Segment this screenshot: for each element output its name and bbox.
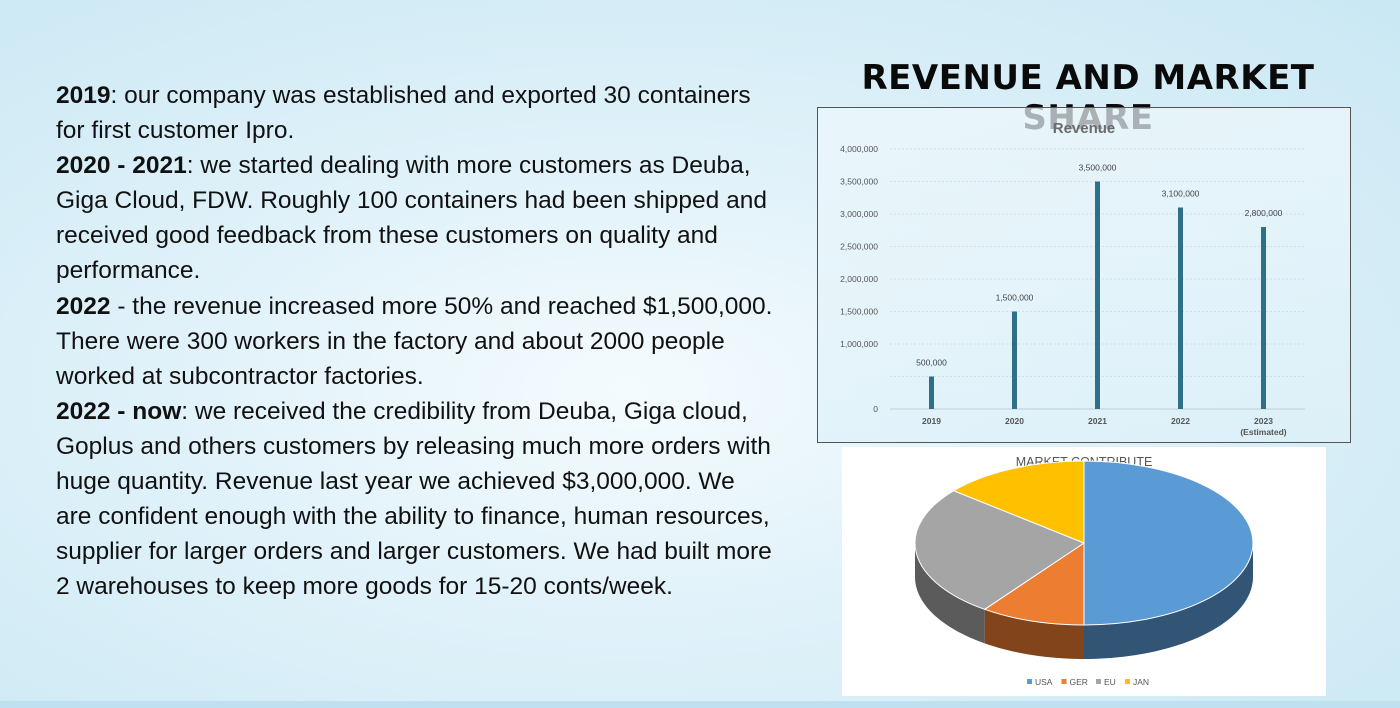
legend-swatch [1096, 679, 1101, 684]
history-entry: 2019: our company was established and ex… [56, 78, 776, 148]
revenue-bar [1095, 181, 1100, 409]
y-tick-label: 3,500,000 [840, 177, 878, 187]
pie-slice [914, 490, 1086, 610]
legend-swatch [1125, 679, 1130, 684]
data-label: 2,800,000 [1245, 208, 1283, 218]
y-tick-label: 1,000,000 [840, 339, 878, 349]
revenue-chart: Revenue 0 1,000,000 1,500,000 2,000,000 2,500… [840, 120, 1305, 437]
x-tick-label: 2021 [1088, 416, 1107, 426]
y-tick-label: 4,000,000 [840, 144, 878, 154]
y-tick-label: 2,500,000 [840, 242, 878, 252]
revenue-chart-panel: Revenue 0 1,000,000 1,500,000 2,000,000 2,500… [817, 107, 1351, 443]
pie-slice [952, 460, 1085, 544]
history-entry: 2020 - 2021: we started dealing with mor… [56, 148, 776, 288]
pie-slice-side [1084, 543, 1253, 659]
history-text: - the revenue increased more 50% and rea… [56, 292, 773, 390]
x-tick-label: 2019 [922, 416, 941, 426]
y-tick-label: 3,000,000 [840, 209, 878, 219]
history-entry: 2022 - now: we received the credibility … [56, 394, 776, 605]
y-tick-label: 0 [873, 404, 878, 414]
bottom-band [0, 701, 1400, 708]
legend-swatch [1061, 679, 1067, 684]
y-tick-label: 1,500,000 [840, 307, 878, 317]
x-tick-sublabel: (Estimated) [1240, 427, 1286, 437]
x-tick-label: 2020 [1005, 416, 1024, 426]
legend-label: JAN [1133, 677, 1149, 687]
history-text: : we received the credibility from Deuba… [56, 397, 772, 601]
x-tick-label: 2023 [1254, 416, 1273, 426]
y-tick-label: 2,000,000 [840, 274, 878, 284]
market-chart-panel: MARKET CONTRIBUTEUSAGEREUJAN [842, 447, 1326, 696]
x-tick-label: 2022 [1171, 416, 1190, 426]
pie-slice [983, 542, 1085, 626]
legend-label: GER [1070, 677, 1088, 687]
market-contribute-chart: MARKET CONTRIBUTEUSAGEREUJAN [914, 455, 1254, 687]
legend-label: USA [1035, 677, 1053, 687]
data-label: 3,100,000 [1162, 189, 1200, 199]
legend-label: EU [1104, 677, 1116, 687]
company-history-text: 2019: our company was established and ex… [56, 78, 776, 604]
data-label: 1,500,000 [996, 293, 1034, 303]
history-year: 2022 - now [56, 397, 182, 425]
revenue-bar [1261, 227, 1266, 409]
revenue-bar [929, 376, 934, 409]
revenue-bar [1178, 207, 1183, 409]
history-entry: 2022 - the revenue increased more 50% an… [56, 289, 776, 394]
revenue-bar [1012, 311, 1017, 409]
data-label: 500,000 [916, 358, 947, 368]
chart-title: Revenue [1053, 120, 1116, 137]
history-text: : we started dealing with more customers… [56, 152, 767, 285]
history-year: 2019 [56, 82, 111, 109]
history-year: 2020 - 2021 [56, 152, 187, 180]
pie-slice-side [984, 609, 1084, 659]
legend-swatch [1027, 679, 1032, 684]
history-text: : our company was established and export… [56, 82, 751, 145]
pie-legend: USA GER EU JAN [1027, 677, 1149, 687]
pie-slice [1083, 460, 1254, 626]
data-label: 3,500,000 [1079, 163, 1117, 173]
history-year: 2022 [56, 292, 111, 320]
